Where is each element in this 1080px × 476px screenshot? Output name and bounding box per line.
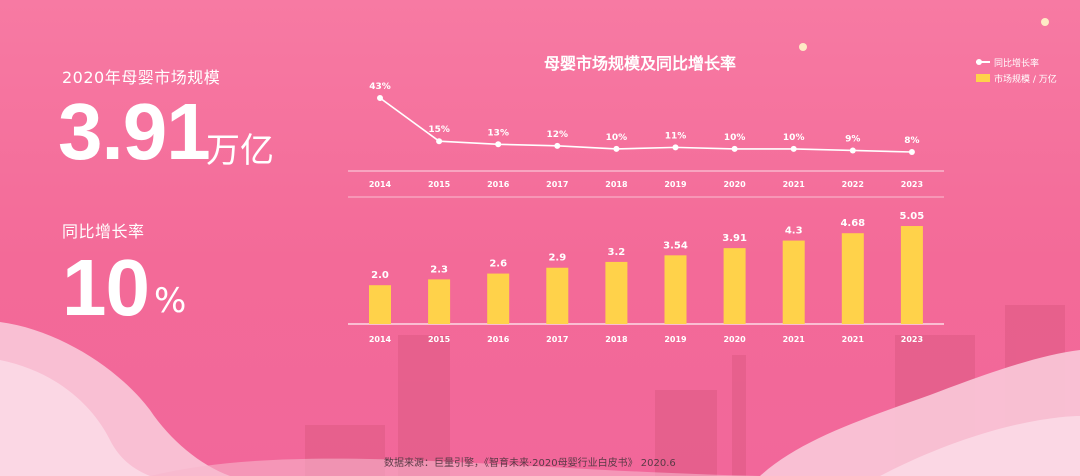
bar-x-tick-label: 2023 [901,335,923,344]
growth-rate-line [379,97,912,153]
growth-rate-point [790,145,797,152]
market-scale-bar [428,279,451,324]
bar-x-tick-label: 2021 [842,335,865,344]
market-scale-bar [900,226,923,324]
market-scale-label: 2020年母婴市场规模 [62,68,221,87]
growth-rate-data-label: 43% [369,82,391,92]
line-x-tick-label: 2017 [546,180,568,189]
growth-rate-data-label: 15% [428,125,450,135]
growth-rate-point [554,142,561,149]
market-scale-data-label: 4.3 [785,226,803,237]
growth-rate-label: 同比增长率 [62,222,145,241]
growth-rate-point [908,149,915,155]
bar-x-tick-label: 2017 [546,335,568,344]
growth-rate-data-label: 9% [845,134,860,144]
legend-label-scale: 市场规模 / 万亿 [994,74,1057,85]
growth-rate-point [672,144,679,151]
bar-x-tick-label: 2016 [487,335,510,344]
market-scale-bar [605,261,628,324]
market-scale-bar [723,248,746,324]
market-scale-data-label: 2.0 [371,270,389,281]
growth-rate-data-label: 13% [487,128,509,138]
growth-rate-data-label: 10% [724,133,746,143]
line-x-tick-label: 2021 [783,180,806,189]
market-scale-data-label: 4.68 [840,218,865,229]
legend-line-marker [976,59,990,65]
legend-item-growth: 同比增长率 [976,54,1057,70]
legend-label-growth: 同比增长率 [994,58,1040,69]
market-scale-bar [782,240,805,324]
market-scale-data-label: 2.9 [548,253,566,264]
growth-rate-value: 10 [62,243,150,332]
growth-rate-point [731,145,738,152]
market-scale-data-label: 3.91 [722,233,747,244]
chart-title: 母婴市场规模及同比增长率 [543,54,736,73]
market-scale-bar [369,285,391,324]
growth-rate-data-label: 10% [783,133,805,143]
line-x-tick-label: 2016 [487,180,510,189]
bar-x-tick-label: 2018 [605,335,628,344]
legend: 同比增长率 市场规模 / 万亿 [976,54,1057,86]
market-scale-bar [546,267,569,324]
market-scale-data-label: 3.2 [608,247,626,258]
line-x-tick-label: 2015 [428,180,451,189]
market-scale-data-label: 3.54 [663,240,688,251]
market-scale-bar [664,255,687,324]
growth-rate-data-label: 11% [665,131,687,141]
growth-rate-point [495,141,502,148]
legend-bar-marker [976,74,990,82]
source-note: 数据来源：巨量引擎，《智育未来·2020母婴行业白皮书》 2020.6 [384,458,676,469]
market-scale-data-label: 2.3 [430,264,448,275]
growth-rate-point [849,147,856,154]
growth-rate-point [613,145,620,152]
market-scale-bar [841,233,864,324]
line-x-tick-label: 2014 [369,180,392,189]
growth-rate-data-label: 10% [606,133,628,143]
line-x-tick-label: 2018 [605,180,628,189]
market-scale-data-label: 2.6 [489,259,507,270]
growth-rate-data-label: 8% [904,136,919,146]
bar-x-tick-label: 2014 [369,335,392,344]
growth-rate-data-label: 12% [547,130,569,140]
legend-item-scale: 市场规模 / 万亿 [976,70,1057,86]
growth-rate-unit: % [154,281,187,321]
growth-rate-point [377,95,383,101]
growth-rate-point [436,138,443,145]
market-scale-unit: 万亿 [206,131,274,171]
bar-x-tick-label: 2021 [783,335,806,344]
bar-x-tick-label: 2015 [428,335,451,344]
line-x-tick-label: 2022 [842,180,864,189]
bar-x-tick-label: 2019 [664,335,687,344]
bar-x-tick-label: 2020 [723,335,746,344]
line-x-tick-label: 2020 [723,180,746,189]
market-scale-data-label: 5.05 [900,211,925,222]
line-x-tick-label: 2023 [901,180,923,189]
line-x-tick-label: 2019 [664,180,687,189]
market-scale-value: 3.91 [58,87,211,176]
market-scale-bar [487,273,510,324]
